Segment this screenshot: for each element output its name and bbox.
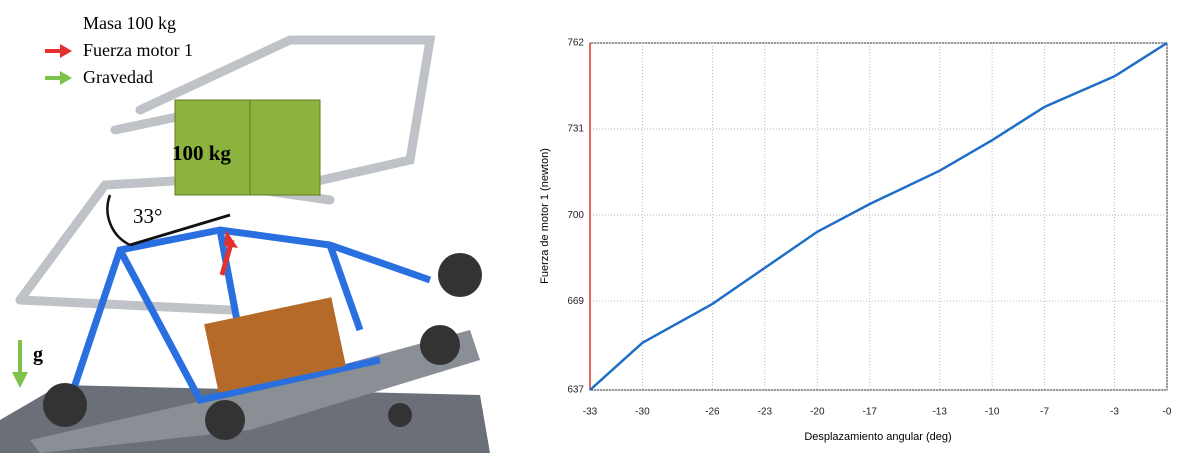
- legend-label: Masa 100 kg: [83, 13, 176, 33]
- gravity-label: g: [33, 344, 43, 366]
- x-tick-label: -30: [635, 407, 650, 418]
- y-axis-title: Fuerza de motor 1 (newton): [539, 148, 551, 284]
- legend-label: Gravedad: [83, 67, 153, 87]
- angle-label: 33°: [133, 204, 162, 228]
- x-tick-label: -3: [1110, 407, 1119, 418]
- plot-frame: [590, 43, 1167, 390]
- angle-arc: [107, 195, 130, 245]
- figure: Masa 100 kg Fuerza motor 1 Gravedad 100 …: [0, 0, 1186, 453]
- page: {"illustration": {"legend": ["Masa 100 k…: [0, 0, 1186, 453]
- legend-red-arrowhead: [60, 44, 72, 58]
- x-tick-label: -20: [810, 407, 825, 418]
- x-tick-label: -0: [1163, 407, 1172, 418]
- y-tick-label: 669: [567, 296, 584, 307]
- x-tick-label: -7: [1040, 407, 1049, 418]
- x-tick-label: -13: [932, 407, 947, 418]
- legend-label: Fuerza motor 1: [83, 40, 193, 60]
- y-tick-label: 700: [567, 210, 584, 221]
- x-tick-label: -17: [863, 407, 878, 418]
- x-tick-label: -33: [583, 407, 598, 418]
- y-tick-label: 762: [567, 38, 584, 49]
- y-tick-label: 637: [567, 385, 584, 396]
- x-axis-title: Desplazamiento angular (deg): [804, 431, 951, 443]
- x-tick-label: -26: [705, 407, 720, 418]
- x-tick-label: -23: [758, 407, 773, 418]
- gravity-arrowhead: [12, 372, 28, 388]
- mass-label: 100 kg: [172, 141, 231, 165]
- legend-green-arrowhead: [60, 71, 72, 85]
- x-tick-label: -10: [985, 407, 1000, 418]
- illustration: Masa 100 kg Fuerza motor 1 Gravedad 100 …: [0, 13, 490, 453]
- y-tick-label: 731: [567, 124, 584, 135]
